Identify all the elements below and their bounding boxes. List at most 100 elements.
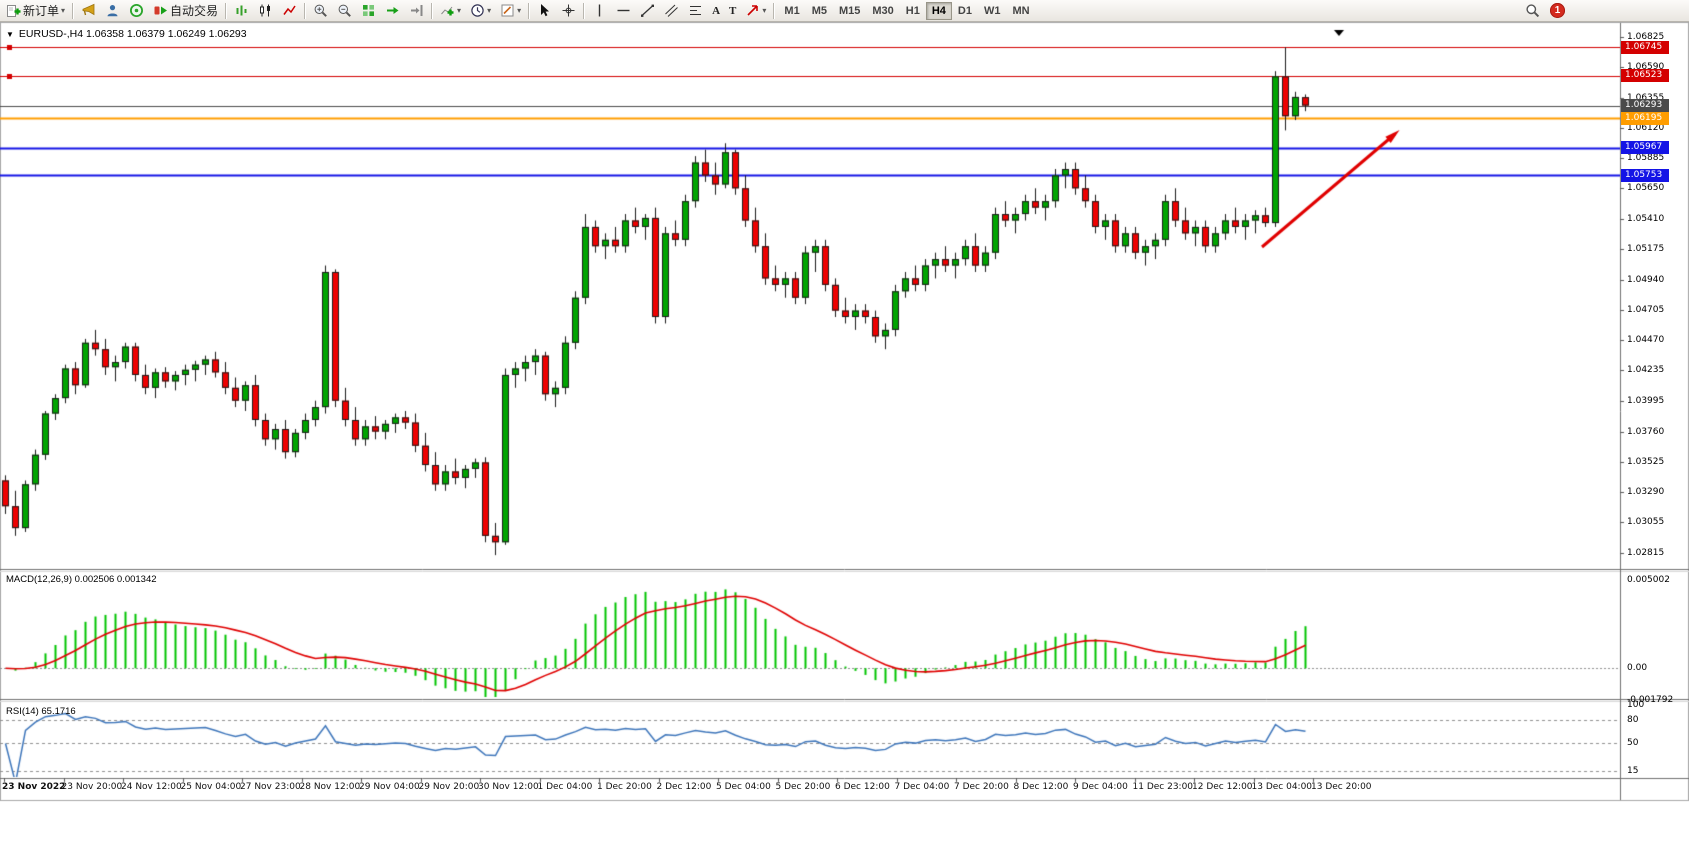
time-label: 23 Nov 20:00 [61,782,123,792]
person-icon [105,3,120,18]
time-label: 29 Nov 04:00 [359,782,420,792]
rsi-tick-label: 100 [1627,700,1645,710]
horn-icon [81,3,96,18]
chart-shift-button[interactable] [405,1,428,21]
autotrading-button[interactable]: 自动交易 [149,1,222,21]
market-button[interactable] [77,1,100,21]
periods-button[interactable]: ▾ [466,1,495,21]
tile-windows-icon [361,3,376,18]
fibonacci-button[interactable] [684,1,707,21]
time-label: 24 Nov 12:00 [121,782,182,792]
timeframe-h1-button[interactable]: H1 [900,2,926,20]
notification-badge[interactable]: 1 [1550,3,1565,18]
autotrading-label: 自动交易 [170,4,219,18]
text-label-tool-icon: T [729,4,737,17]
cursor-button[interactable] [533,1,556,21]
vertical-line-icon [592,3,607,18]
crosshair-button[interactable] [557,1,580,21]
price-chart-canvas[interactable] [0,22,1689,861]
clock-icon [470,3,485,18]
bar-chart-button[interactable] [230,1,253,21]
price-tick-label: 1.06590 [1627,62,1665,73]
rsi-value: 65.1716 [41,706,76,717]
candlestick-chart-button[interactable] [254,1,277,21]
caret-down-icon: ▾ [517,5,522,15]
crosshair-icon [561,3,576,18]
price-line-badge: 1.05967 [1621,141,1669,154]
zoom-out-button[interactable] [333,1,356,21]
time-label: 11 Dec 23:00 [1132,782,1194,792]
toolbar-separator [225,2,228,19]
search-icon [1525,3,1540,18]
indicators-plus-icon [440,3,455,18]
time-label: 25 Nov 04:00 [180,782,242,792]
text-button[interactable]: A [708,1,724,21]
collapse-triangle-icon[interactable]: ▼ [6,29,14,39]
price-tick-label: 1.04705 [1627,304,1665,315]
caret-down-icon: ▾ [762,5,767,15]
price-tick-label: 1.05650 [1627,183,1665,194]
time-label: 7 Dec 20:00 [954,782,1009,792]
search-button[interactable] [1521,1,1544,21]
timeframe-h4-button[interactable]: H4 [925,1,952,20]
timeframe-d1-button[interactable]: D1 [952,2,978,20]
price-line-badge: 1.05753 [1621,168,1669,182]
macd-title: MACD(12,26,9) [6,574,72,585]
time-label: 13 Dec 20:00 [1311,782,1372,792]
price-line-badge: 1.06195 [1621,111,1669,125]
community-button[interactable] [125,1,148,21]
timeframe-m1-button[interactable]: M1 [778,2,805,20]
indicators-button[interactable]: ▾ [436,1,465,21]
time-label: 5 Dec 20:00 [775,782,831,792]
time-label: 13 Dec 04:00 [1251,782,1313,792]
price-tick-label: 1.06120 [1627,122,1665,133]
auto-scroll-icon [385,3,400,18]
trendline-button[interactable] [636,1,659,21]
caret-down-icon: ▾ [61,5,66,15]
zoom-in-button[interactable] [309,1,332,21]
timeframe-m5-button[interactable]: M5 [806,2,833,20]
price-tick-label: 1.03055 [1627,517,1665,528]
profile-button[interactable] [101,1,124,21]
horizontal-line-button[interactable] [612,1,635,21]
time-label: 1 Dec 20:00 [597,782,652,792]
timeframe-m15-button[interactable]: M15 [833,2,866,20]
templates-button[interactable]: ▾ [496,1,525,21]
vertical-line-button[interactable] [588,1,611,21]
new-order-label: 新订单 [23,4,60,18]
macd-values: 0.002506 0.001342 [74,574,157,585]
toolbar-separator [583,2,586,19]
timeframe-mn-button[interactable]: MN [1006,2,1035,20]
timeframe-w1-button[interactable]: W1 [978,2,1007,20]
timeframe-m30-button[interactable]: M30 [866,2,899,20]
time-label: 27 Nov 23:00 [240,782,301,792]
time-label: 12 Dec 12:00 [1192,782,1253,792]
new-order-button[interactable]: 新订单 ▾ [2,1,69,21]
toolbar: 新订单 ▾ 自动交易 ▾ ▾ [0,0,1689,22]
channel-button[interactable] [660,1,683,21]
template-icon [500,3,515,18]
new-order-icon [6,3,21,18]
time-label: 6 Dec 12:00 [835,782,890,792]
time-label: 5 Dec 04:00 [716,782,771,792]
auto-scroll-button[interactable] [381,1,404,21]
toolbar-right-group: 1 [1521,1,1565,21]
autotrading-icon [153,3,168,18]
bar-chart-icon [234,3,249,18]
time-label: 29 Nov 20:00 [418,782,480,792]
price-tick-label: 1.04235 [1627,365,1665,376]
text-label-button[interactable]: T [725,1,740,21]
arrows-button[interactable]: ▾ [741,1,770,21]
chart-window: ▼ EURUSD-,H4 1.06358 1.06379 1.06249 1.0… [0,22,1689,861]
time-label: 1 Dec 04:00 [537,782,593,792]
trendline-icon [640,3,655,18]
tile-windows-button[interactable] [357,1,380,21]
price-tick-label: 1.06825 [1627,32,1665,43]
channel-icon [664,3,679,18]
line-chart-button[interactable] [278,1,301,21]
price-tick-label: 1.03760 [1627,426,1665,437]
price-tick-label: 1.06355 [1627,92,1665,103]
cursor-icon [537,3,552,18]
text-tool-icon: A [712,4,721,17]
time-label: 28 Nov 12:00 [299,782,361,792]
